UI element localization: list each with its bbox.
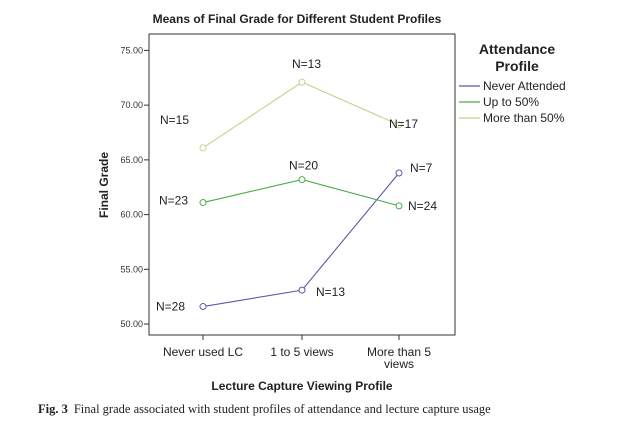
y-tick-label: 75.00 [120,45,143,55]
y-tick-label: 60.00 [120,210,143,220]
legend-entry: Up to 50% [483,95,539,109]
data-label: N=13 [292,57,321,71]
data-label: N=20 [289,159,318,173]
legend-entry: More than 50% [483,111,565,125]
x-axis-label: Lecture Capture Viewing Profile [211,379,392,393]
data-label: N=13 [316,285,345,299]
data-point [298,78,306,86]
data-label: N=17 [389,117,418,131]
y-axis: 50.00 55.00 60.00 65.00 70.00 75.00 [120,45,149,329]
caption-label: Fig. 3 [38,402,68,416]
x-axis: Never used LC 1 to 5 views More than 5view… [163,335,431,371]
x-tick-label: 1 to 5 views [270,345,333,359]
data-point [395,121,403,129]
figure-caption: Fig. 3 Final grade associated with studen… [38,402,628,417]
legend-title-line-2: Profile [495,58,539,74]
data-point [298,176,306,184]
data-point [199,199,207,207]
data-label: N=15 [160,113,189,127]
chart: Means of Final Grade for Different Stude… [97,12,566,393]
y-tick-label: 70.00 [120,100,143,110]
chart-title: Means of Final Grade for Different Stude… [153,12,442,26]
legend: Attendance Profile Never Attended Up to 5… [459,41,566,125]
y-tick-label: 65.00 [120,155,143,165]
data-point [199,303,207,311]
data-point [395,202,403,210]
data-point [395,169,403,177]
x-tick-label: More than 5 [367,345,431,359]
legend-entry: Never Attended [483,79,566,93]
series-group: N=28 N=13 N=7 N=23 N=20 N=24 N=15 N=13 N=17 [156,57,437,313]
legend-title-line-1: Attendance [479,41,555,57]
x-tick-label: Never used LC [163,345,243,359]
y-tick-label: 50.00 [120,319,143,329]
y-tick-label: 55.00 [120,264,143,274]
x-tick-label: views [384,357,414,371]
data-label: N=7 [410,161,433,175]
data-label: N=23 [159,194,188,208]
data-point [199,144,207,152]
data-label: N=24 [408,199,437,213]
data-label: N=28 [156,300,185,314]
y-axis-label: Final Grade [97,152,111,218]
caption-text: Final grade associated with student prof… [73,402,491,416]
data-point [298,286,306,294]
